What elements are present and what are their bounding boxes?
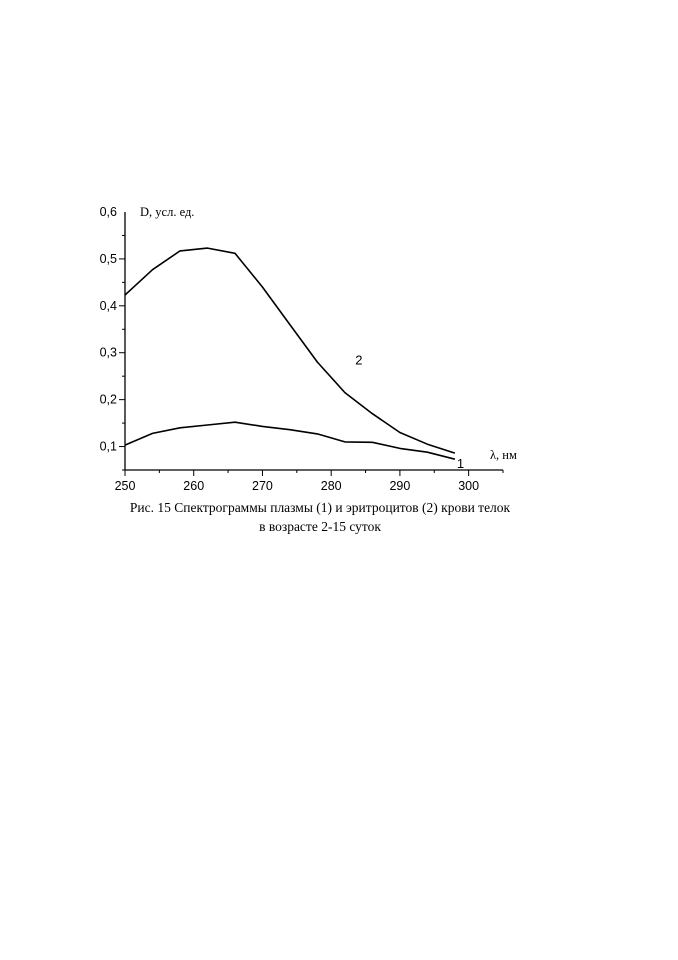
- y-tick-label: 0,2: [100, 393, 117, 407]
- y-tick-label: 0,6: [100, 205, 117, 219]
- x-tick-label: 280: [321, 479, 342, 493]
- figure-caption-line-1: Рис. 15 Спектрограммы плазмы (1) и эритр…: [129, 500, 511, 515]
- series-label-2: 2: [355, 353, 362, 368]
- x-axis-title: λ, нм: [490, 448, 517, 462]
- y-axis-title: D, усл. ед.: [140, 205, 194, 219]
- series-line-1: [124, 421, 456, 460]
- x-tick-label: 300: [458, 479, 479, 493]
- series-label-1: 1: [457, 456, 464, 471]
- x-tick-label: 290: [389, 479, 410, 493]
- y-tick-label: 0,5: [100, 252, 117, 266]
- x-tick-label: 270: [252, 479, 273, 493]
- x-tick-label: 250: [115, 479, 136, 493]
- chart-axes: 250 260 270 280 290 300 0,1 0,2 0,3 0,4 0,5 0,6: [100, 205, 504, 493]
- x-tick-label: 260: [183, 479, 204, 493]
- y-tick-label: 0,4: [100, 299, 117, 313]
- y-tick-label: 0,3: [100, 346, 117, 360]
- chart-series: 12: [124, 247, 464, 471]
- figure-caption-line-2: в возрасте 2-15 суток: [259, 519, 381, 534]
- y-tick-label: 0,1: [100, 440, 117, 454]
- series-line-2: [124, 247, 456, 454]
